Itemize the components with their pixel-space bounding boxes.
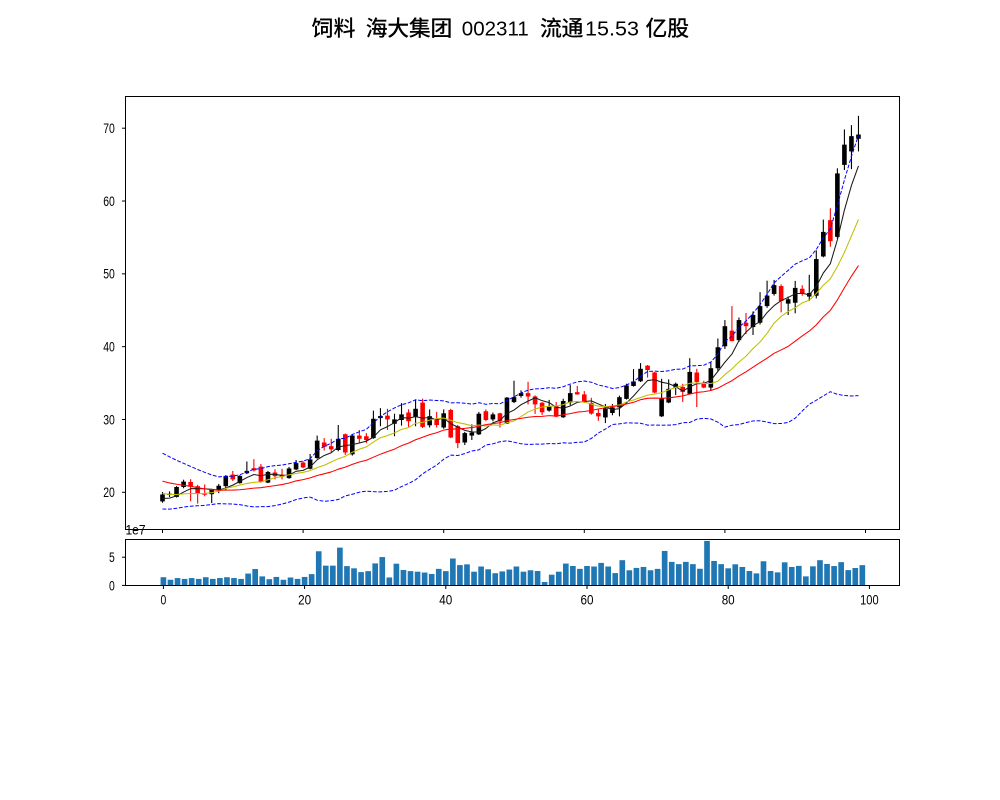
svg-text:0: 0 [161, 592, 167, 608]
svg-text:0: 0 [109, 577, 115, 593]
svg-text:30: 30 [103, 411, 115, 427]
svg-text:1e7: 1e7 [126, 521, 146, 537]
svg-text:70: 70 [103, 120, 115, 136]
svg-text:40: 40 [103, 339, 115, 355]
svg-text:100: 100 [860, 592, 879, 608]
svg-text:60: 60 [103, 193, 115, 209]
svg-text:5: 5 [109, 549, 115, 565]
svg-text:80: 80 [722, 592, 735, 608]
svg-text:20: 20 [103, 484, 115, 500]
svg-text:15.53: 15.53 [585, 19, 639, 41]
svg-text:002311: 002311 [462, 19, 529, 41]
svg-text:50: 50 [103, 266, 115, 282]
svg-text:20: 20 [298, 592, 311, 608]
svg-text:60: 60 [581, 592, 594, 608]
svg-text:40: 40 [439, 592, 452, 608]
